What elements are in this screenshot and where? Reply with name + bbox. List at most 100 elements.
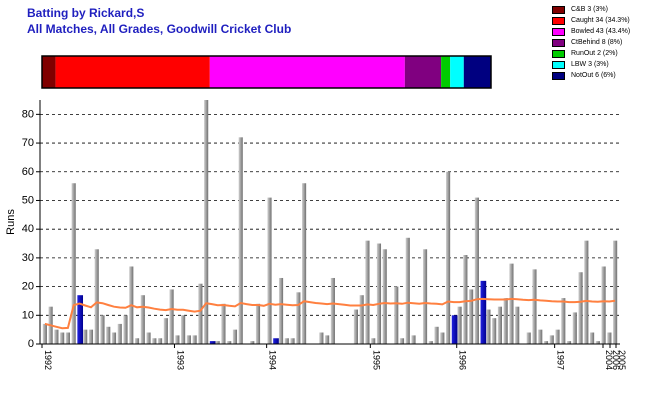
grid-lines xyxy=(40,113,620,316)
bar-notout xyxy=(451,315,458,344)
bar-runs xyxy=(492,318,497,344)
bar-runs xyxy=(290,338,295,344)
stack-segment-ctbehind xyxy=(404,56,442,88)
x-tick-label: 1994 xyxy=(268,350,278,370)
bar-runs xyxy=(411,335,416,344)
bar-runs xyxy=(457,306,462,344)
bar-runs xyxy=(204,100,209,344)
stack-segment-runout xyxy=(441,56,451,88)
bar-runs xyxy=(42,323,47,344)
bar-runs xyxy=(123,315,128,344)
x-tick-label: 1995 xyxy=(371,350,381,370)
bar-runs xyxy=(371,338,376,344)
bar-runs xyxy=(278,277,284,344)
x-tick-label: 1997 xyxy=(556,350,566,370)
x-tick-label: 1992 xyxy=(43,350,53,370)
x-tick-label: 1996 xyxy=(458,350,468,370)
y-axis-label: Runs xyxy=(5,209,17,235)
bar-runs xyxy=(71,183,76,344)
chart-title: Batting by Rickard,S xyxy=(27,6,145,20)
bar-runs xyxy=(503,298,508,344)
bar-runs xyxy=(221,303,226,344)
bar-runs xyxy=(434,326,439,344)
stack-segment-bowled xyxy=(209,56,405,88)
bar-runs xyxy=(158,338,163,344)
bar-runs xyxy=(382,249,387,344)
y-tick-label: 30 xyxy=(22,252,34,264)
y-tick-label: 50 xyxy=(22,194,34,206)
bar-runs xyxy=(474,197,479,344)
average-line-path xyxy=(44,297,616,330)
legend-swatch-notout xyxy=(552,72,565,80)
x-tick-label: 2004 xyxy=(604,350,614,370)
bar-runs xyxy=(515,306,520,344)
legend-label: Bowled 43 (43.4%) xyxy=(571,28,631,35)
bar-runs xyxy=(284,338,289,344)
bar-runs xyxy=(330,277,335,344)
bar-runs xyxy=(302,183,307,344)
bar-runs xyxy=(117,323,122,344)
bar-runs xyxy=(549,335,554,344)
x-tick-label: 1993 xyxy=(175,350,185,370)
bar-runs xyxy=(422,249,428,344)
y-axis: 0 10 20 30 40 50 60 70 80 Runs xyxy=(5,100,41,350)
bar-runs xyxy=(572,312,577,344)
average-line xyxy=(44,297,616,330)
bar-runs xyxy=(463,255,468,344)
legend-label: C&B 3 (3%) xyxy=(571,6,608,13)
y-tick-label: 10 xyxy=(22,309,34,321)
legend-label: Caught 34 (34.3%) xyxy=(571,17,630,24)
bar-runs xyxy=(169,289,174,344)
y-tick-label: 70 xyxy=(22,137,34,149)
bar-runs xyxy=(526,332,531,344)
stack-segment-cb xyxy=(42,56,56,88)
legend-swatch-cb xyxy=(552,6,565,14)
dismissal-stacked-bar xyxy=(41,55,492,89)
bar-notout xyxy=(480,280,487,344)
bar-notout xyxy=(273,338,279,344)
bar-runs xyxy=(152,338,157,344)
bar-runs xyxy=(532,269,537,344)
legend-swatch-ctbehind xyxy=(552,39,565,47)
bar-runs xyxy=(60,332,65,344)
bar-runs xyxy=(186,335,191,344)
x-tick-label: 2005 xyxy=(617,350,627,370)
bar-runs xyxy=(394,286,399,344)
bar-runs xyxy=(238,137,243,344)
bar-runs xyxy=(486,309,491,344)
bar-runs xyxy=(601,266,606,344)
legend-swatch-runout xyxy=(552,50,565,58)
bar-runs xyxy=(146,332,151,344)
bar-runs xyxy=(365,240,370,344)
runs-bars xyxy=(42,100,618,344)
bar-runs xyxy=(181,315,186,344)
legend-label: RunOut 2 (2%) xyxy=(571,50,618,57)
bar-runs xyxy=(497,306,502,344)
bar-runs xyxy=(198,283,203,344)
bar-runs xyxy=(590,332,595,344)
bar-runs xyxy=(509,263,514,344)
bar-runs xyxy=(267,197,272,344)
bar-runs xyxy=(175,335,180,344)
y-tick-label: 60 xyxy=(22,166,34,178)
bar-runs xyxy=(543,341,549,344)
bar-runs xyxy=(325,335,330,344)
bar-runs xyxy=(83,329,88,344)
y-tick-label: 40 xyxy=(22,223,34,235)
bar-runs xyxy=(613,240,618,344)
stack-segment-lbw xyxy=(450,56,464,88)
bar-runs xyxy=(100,315,105,344)
legend-swatch-bowled xyxy=(552,28,565,36)
bar-runs xyxy=(111,332,117,344)
bar-runs xyxy=(440,332,445,344)
bar-runs xyxy=(255,303,261,344)
bar-runs xyxy=(561,298,566,344)
y-tick-label: 0 xyxy=(28,338,34,350)
bar-runs xyxy=(555,329,560,344)
bar-runs xyxy=(232,329,238,344)
bar-runs xyxy=(595,341,600,344)
bar-runs xyxy=(446,171,451,344)
bar-runs xyxy=(376,243,382,344)
